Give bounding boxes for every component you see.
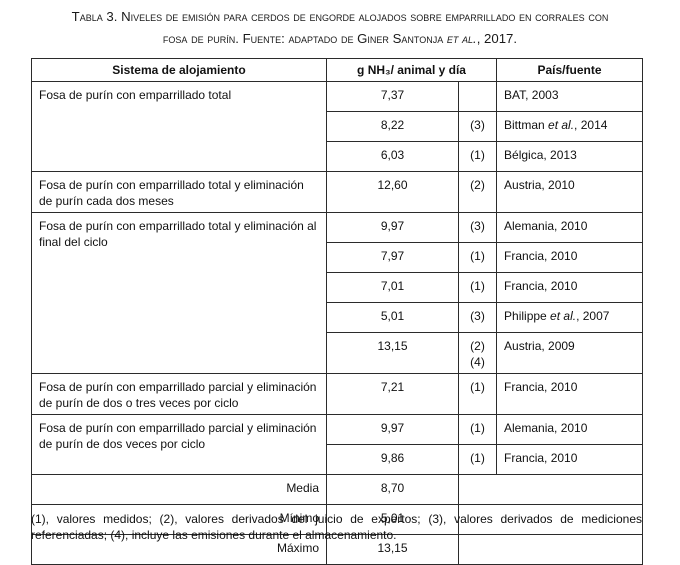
summary-label: Mínimo bbox=[31, 504, 327, 535]
ref-cell: (1) bbox=[457, 373, 498, 415]
table-footnote: (1), valores medidos; (2), valores deriv… bbox=[31, 512, 642, 542]
ref-first: (2) bbox=[470, 339, 485, 353]
value-cell: 12,60 bbox=[326, 171, 459, 213]
value-cell: 9,97 bbox=[326, 212, 459, 243]
caption-line-2: fosa de purín. Fuente: adaptado de Giner… bbox=[0, 28, 680, 50]
source-author: Bittman bbox=[504, 118, 549, 132]
source-cell: Francia, 2010 bbox=[496, 272, 644, 303]
caption-line-1: Tabla 3. Niveles de emisión para cerdos … bbox=[0, 6, 680, 28]
value-cell: 7,97 bbox=[326, 242, 459, 273]
caption-et-al: et al. bbox=[446, 31, 477, 46]
source-cell: Austria, 2009 bbox=[496, 332, 644, 374]
system-cell: Fosa de purín con emparrillado parcial y… bbox=[31, 414, 327, 475]
source-et-al: et al. bbox=[550, 309, 577, 323]
value-cell: 7,21 bbox=[326, 373, 459, 415]
table-row: Fosa de purín con emparrillado total y e… bbox=[31, 171, 644, 213]
source-author: Philippe bbox=[504, 309, 551, 323]
caption-line-2-text: fosa de purín. Fuente: adaptado de Giner… bbox=[162, 31, 444, 46]
ref-second: (4) bbox=[470, 355, 485, 369]
system-cell: Fosa de purín con emparrillado parcial y… bbox=[31, 373, 327, 415]
header-system: Sistema de alojamiento bbox=[31, 58, 327, 82]
ref-cell: (1) bbox=[457, 272, 498, 303]
ref-cell: (3) bbox=[457, 212, 498, 243]
value-cell: 9,97 bbox=[326, 414, 459, 445]
table-row: 6,03 (1) Bélgica, 2013 bbox=[32, 141, 644, 172]
source-cell: BAT, 2003 bbox=[496, 81, 644, 112]
value-cell: 9,86 bbox=[326, 444, 459, 475]
value-cell: 13,15 bbox=[326, 332, 459, 374]
table-row: 8,22 (3) Bittman et al., 2014 bbox=[32, 111, 644, 142]
ref-cell: (1) bbox=[457, 242, 498, 273]
source-cell: Bélgica, 2013 bbox=[496, 141, 644, 172]
ref-cell: (1) bbox=[457, 141, 498, 172]
ref-cell: (2) bbox=[457, 171, 498, 213]
value-cell: 7,37 bbox=[326, 81, 459, 112]
caption-year: , 2017. bbox=[476, 31, 518, 46]
summary-row: Media 8,70 bbox=[31, 474, 644, 505]
ref-cell: (3) bbox=[457, 111, 498, 142]
source-cell: Francia, 2010 bbox=[496, 444, 644, 475]
source-et-al: et al. bbox=[548, 118, 575, 132]
table-row: 7,97 (1) Francia, 2010 bbox=[32, 242, 644, 273]
table-row: Fosa de purín con emparrillado parcial y… bbox=[31, 373, 644, 415]
source-cell: Francia, 2010 bbox=[496, 242, 644, 273]
value-cell: 5,01 bbox=[326, 302, 459, 333]
summary-label: Media bbox=[31, 474, 327, 505]
caption-line-1-text: Tabla 3. Niveles de emisión para cerdos … bbox=[71, 9, 609, 24]
table-row: Fosa de purín con emparrillado total 7,3… bbox=[31, 81, 644, 172]
emissions-table: Sistema de alojamiento g NH₃/ animal y d… bbox=[31, 58, 644, 565]
value-cell: 8,22 bbox=[326, 111, 459, 142]
table-row: 13,15 (2) (4) Austria, 2009 bbox=[32, 332, 644, 374]
source-cell: Alemania, 2010 bbox=[496, 414, 644, 445]
summary-empty bbox=[457, 474, 644, 505]
ref-cell: (1) bbox=[457, 444, 498, 475]
system-cell: Fosa de purín con emparrillado total bbox=[31, 81, 327, 172]
source-cell: Alemania, 2010 bbox=[496, 212, 644, 243]
summary-row: Mínimo 5,01 bbox=[31, 504, 644, 535]
value-cell: 7,01 bbox=[326, 272, 459, 303]
source-cell: Francia, 2010 bbox=[496, 373, 644, 415]
header-source: País/fuente bbox=[496, 58, 644, 82]
ref-cell: (1) bbox=[457, 414, 498, 445]
ref-cell: (2) (4) bbox=[457, 332, 498, 374]
source-year: , 2007 bbox=[576, 309, 610, 323]
source-cell: Austria, 2010 bbox=[496, 171, 644, 213]
table-row: 5,01 (3) Philippe et al., 2007 bbox=[32, 302, 644, 333]
source-year: , 2014 bbox=[574, 118, 608, 132]
table-row: Fosa de purín con emparrillado parcial y… bbox=[31, 414, 644, 475]
ref-cell: (3) bbox=[457, 302, 498, 333]
system-cell: Fosa de purín con emparrillado total y e… bbox=[31, 212, 327, 374]
table-row: Fosa de purín con emparrillado total y e… bbox=[31, 212, 644, 374]
ref-cell bbox=[457, 81, 498, 112]
source-cell: Philippe et al., 2007 bbox=[496, 302, 644, 333]
header-value: g NH₃/ animal y día bbox=[325, 58, 498, 82]
source-cell: Bittman et al., 2014 bbox=[496, 111, 644, 142]
system-cell: Fosa de purín con emparrillado total y e… bbox=[31, 171, 327, 213]
summary-value: 8,70 bbox=[326, 474, 459, 505]
table-caption: Tabla 3. Niveles de emisión para cerdos … bbox=[0, 6, 680, 50]
value-cell: 6,03 bbox=[326, 141, 459, 172]
